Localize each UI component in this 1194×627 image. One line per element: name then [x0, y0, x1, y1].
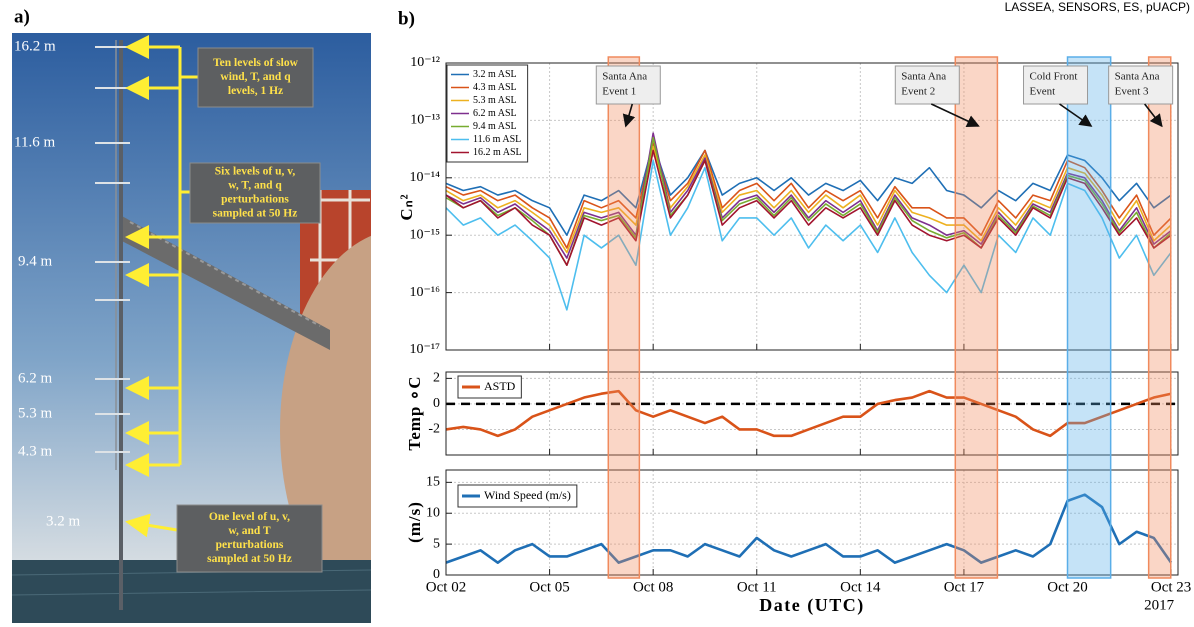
x-tick-label: Oct 23: [1151, 579, 1191, 595]
legend-label: 11.6 m ASL: [473, 134, 521, 145]
event-label: Santa Ana: [602, 71, 647, 83]
x-tick-label: Oct 17: [944, 579, 985, 595]
annotation-box: [176, 504, 323, 573]
annotation-text: wind, T, and q: [220, 71, 291, 83]
legend-label: 16.2 m ASL: [473, 147, 522, 158]
y-tick-label: 10⁻¹⁷: [410, 342, 441, 357]
y-tick-label: -2: [428, 422, 440, 437]
legend-label: 5.3 m ASL: [473, 95, 517, 106]
event-region: [954, 56, 999, 579]
legend-label: ASTD: [484, 379, 516, 393]
data-line: [445, 159, 1172, 311]
y-axis-label: Cₙ²: [397, 193, 416, 220]
event-label-box: [595, 65, 661, 105]
legend-label: 6.2 m ASL: [473, 108, 517, 119]
plot-frame: [445, 62, 1179, 351]
event-label-box: [1023, 65, 1089, 105]
y-tick-label: 10⁻¹⁵: [410, 227, 441, 242]
x-tick-label: Oct 20: [1047, 579, 1087, 595]
x-axis-label: Date (UTC): [759, 595, 864, 616]
event-arrow: [930, 103, 980, 128]
annotation-text: levels, 1 Hz: [228, 85, 283, 97]
event-arrow: [1144, 103, 1163, 128]
annotation-text: One level of u, v,: [209, 511, 290, 523]
legend: ASTD: [457, 375, 522, 399]
panel-label: a): [14, 6, 30, 27]
height-label: 5.3 m: [18, 405, 53, 421]
legend-box: [457, 375, 522, 399]
data-line: [445, 145, 1172, 254]
y-tick-label: 0: [433, 567, 440, 582]
data-line: [445, 493, 1173, 564]
legend-label: 9.4 m ASL: [473, 121, 517, 132]
y-tick-label: 5: [433, 536, 440, 551]
legend-label: Wind Speed (m/s): [484, 488, 571, 502]
annotation-box: [197, 47, 314, 108]
annotation-text: w, T, and q: [228, 180, 282, 192]
legend: 3.2 m ASL 4.3 m ASL 5.3 m ASL 6.2 m ASL 9.4 …: [446, 64, 529, 163]
x-tick-label: Oct 11: [737, 579, 777, 595]
y-axis-label: Temp ∘C: [405, 375, 424, 450]
event-label: Santa Ana: [901, 71, 946, 83]
y-axis-label: (m/s): [405, 501, 424, 543]
height-label: 16.2 m: [14, 38, 56, 54]
event-label-box: [1108, 65, 1174, 105]
header-text: LASSEA, SENSORS, ES, pUACP): [1005, 0, 1190, 14]
y-tick-label: 15: [426, 475, 440, 490]
event-label: Event 1: [602, 86, 636, 98]
event-region: [607, 56, 641, 579]
plot-frame: [445, 469, 1179, 576]
event-label: Event 3: [1115, 86, 1149, 98]
legend-label: 3.2 m ASL: [473, 69, 517, 80]
plot-area: [446, 372, 1178, 455]
y-tick-label: 10⁻¹⁶: [410, 285, 441, 300]
year-label: 2017: [1144, 597, 1175, 613]
legend-label: 4.3 m ASL: [473, 82, 517, 93]
annotation-text: w, and T: [228, 525, 271, 537]
x-tick-label: Oct 14: [840, 579, 881, 595]
legend-box: [457, 484, 578, 508]
data-line: [445, 389, 1172, 438]
plot-frame: [445, 371, 1179, 456]
y-tick-label: 10⁻¹⁴: [410, 170, 441, 185]
x-tick-label: Oct 02: [426, 579, 466, 595]
panel-label: b): [398, 8, 415, 29]
annotation-text: Ten levels of slow: [213, 57, 299, 69]
event-arrow: [1059, 103, 1093, 127]
x-tick-label: Oct 05: [529, 579, 569, 595]
legend: Wind Speed (m/s): [457, 484, 578, 508]
height-label: 4.3 m: [18, 443, 53, 459]
event-arrow: [622, 103, 636, 128]
event-label: Event 2: [901, 86, 935, 98]
data-line: [445, 149, 1172, 267]
height-label: 3.2 m: [46, 513, 81, 529]
event-label: Santa Ana: [1115, 71, 1160, 83]
y-tick-label: 10⁻¹²: [410, 55, 440, 70]
event-region: [1147, 56, 1172, 579]
data-line: [445, 142, 1172, 249]
annotation-text: sampled at 50 Hz: [213, 208, 298, 220]
event-label: Event: [1030, 86, 1056, 98]
data-line: [445, 132, 1172, 259]
annotation-text: perturbations: [216, 539, 284, 551]
annotation-text: sampled at 50 Hz: [207, 553, 292, 565]
height-label: 9.4 m: [18, 253, 53, 269]
event-region: [1066, 56, 1112, 579]
annotation-text: Six levels of u, v,: [215, 166, 296, 178]
y-tick-label: 10⁻¹³: [410, 113, 440, 128]
height-label: 11.6 m: [14, 134, 55, 150]
y-tick-label: 0: [433, 396, 440, 411]
event-label: Cold Front: [1030, 71, 1078, 83]
y-tick-label: 10: [426, 505, 440, 520]
y-tick-label: 2: [433, 371, 440, 386]
event-label-box: [894, 65, 960, 105]
annotation-box: [189, 162, 321, 224]
annotation-text: perturbations: [221, 194, 289, 206]
x-tick-label: Oct 08: [633, 579, 673, 595]
data-line: [445, 142, 1172, 236]
height-label: 6.2 m: [18, 370, 53, 386]
